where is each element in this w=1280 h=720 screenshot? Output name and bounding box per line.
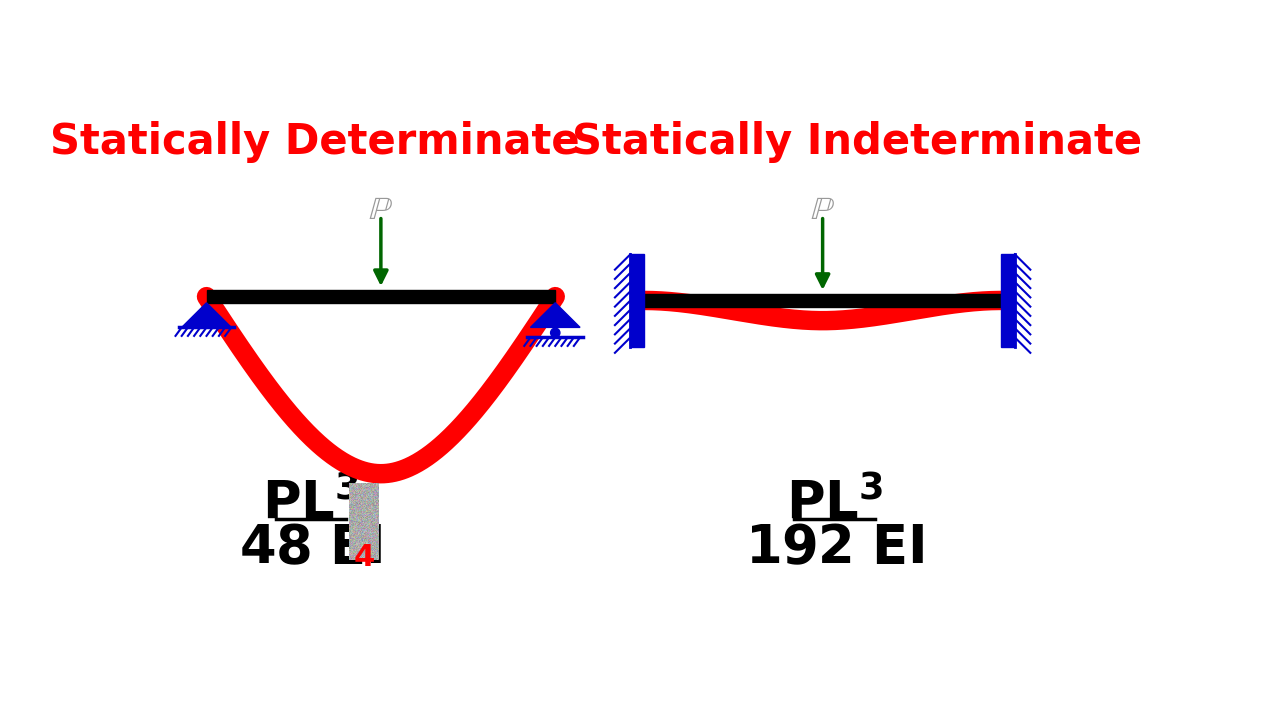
Bar <box>1001 254 1015 346</box>
Bar <box>644 294 1001 307</box>
Text: Statically Determinate: Statically Determinate <box>50 121 580 163</box>
Text: Statically Indeterminate: Statically Indeterminate <box>572 121 1143 163</box>
Text: $\mathbf{48\ EI}$: $\mathbf{48\ EI}$ <box>239 522 383 575</box>
Text: $\mathbf{PL^3}$: $\mathbf{PL^3}$ <box>262 479 360 531</box>
Bar <box>206 290 556 303</box>
Circle shape <box>550 328 559 338</box>
Text: $\mathbf{192\ EI}$: $\mathbf{192\ EI}$ <box>745 522 924 575</box>
Polygon shape <box>182 303 232 328</box>
Polygon shape <box>530 303 580 328</box>
Text: $\mathbb{P}$: $\mathbb{P}$ <box>810 194 835 226</box>
Text: 4: 4 <box>353 543 375 572</box>
Text: $\mathbf{PL^3}$: $\mathbf{PL^3}$ <box>786 479 883 531</box>
Text: $\mathbb{P}$: $\mathbb{P}$ <box>369 194 393 226</box>
Bar <box>631 254 644 346</box>
